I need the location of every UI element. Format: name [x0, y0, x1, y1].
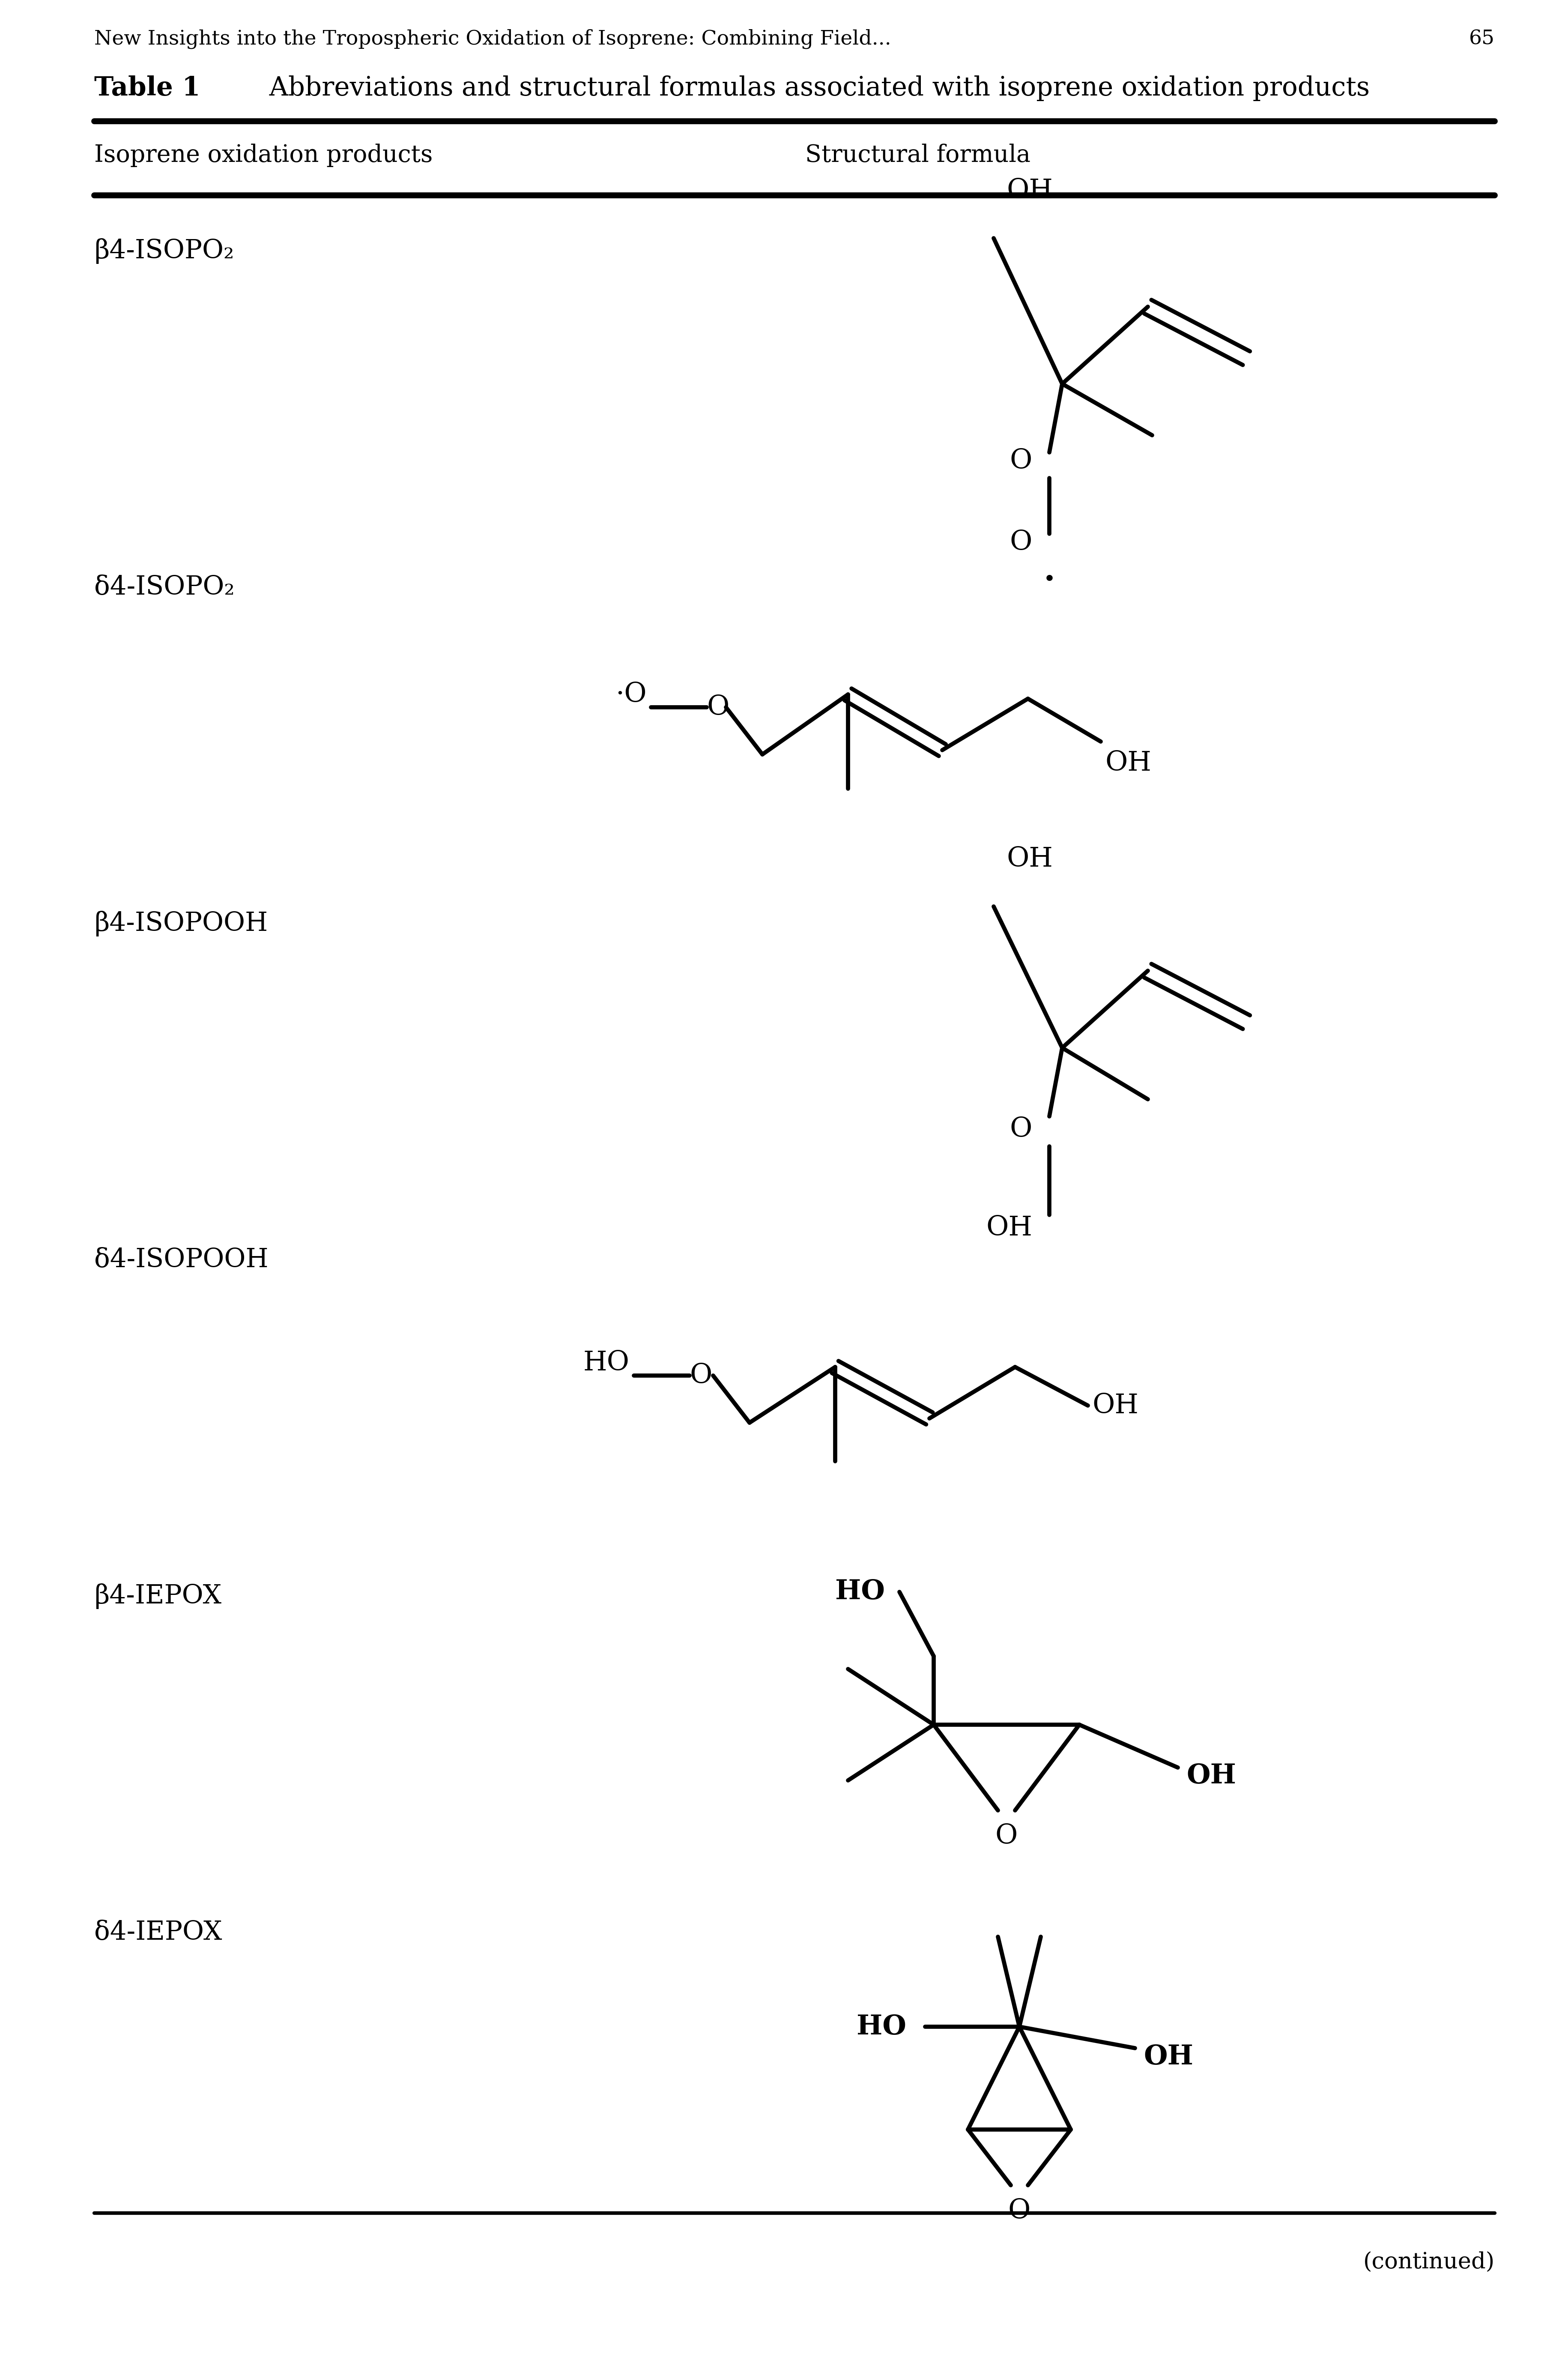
Text: Structural formula: Structural formula [806, 143, 1030, 166]
Text: δ4-IEPOX: δ4-IEPOX [94, 1919, 223, 1945]
Text: β4-IEPOX: β4-IEPOX [94, 1584, 221, 1610]
Text: OH: OH [1007, 847, 1052, 873]
Text: Table 1: Table 1 [94, 76, 201, 102]
Text: β4-ISOPO₂: β4-ISOPO₂ [94, 238, 234, 264]
Text: OH: OH [1007, 178, 1052, 205]
Text: HO: HO [583, 1351, 630, 1377]
Text: O: O [707, 694, 729, 721]
Text: δ4-ISOPOOH: δ4-ISOPOOH [94, 1246, 268, 1272]
Text: ·O: ·O [616, 682, 646, 709]
Text: (continued): (continued) [1363, 2252, 1494, 2273]
Text: β4-ISOPOOH: β4-ISOPOOH [94, 911, 268, 937]
Text: OH: OH [986, 1215, 1032, 1241]
Text: HO: HO [856, 2014, 906, 2040]
Text: O: O [996, 1824, 1018, 1850]
Text: δ4-ISOPO₂: δ4-ISOPO₂ [94, 575, 235, 599]
Text: O: O [1008, 2197, 1030, 2223]
Text: ·: · [1041, 559, 1057, 604]
Text: OH: OH [1143, 2043, 1193, 2069]
Text: Abbreviations and structural formulas associated with isoprene oxidation product: Abbreviations and structural formulas as… [252, 76, 1370, 102]
Text: O: O [1010, 447, 1032, 473]
Text: O: O [690, 1363, 712, 1389]
Text: HO: HO [836, 1579, 884, 1605]
Text: Isoprene oxidation products: Isoprene oxidation products [94, 143, 433, 166]
Text: O: O [1010, 1115, 1032, 1141]
Text: OH: OH [1105, 749, 1151, 775]
Text: O: O [1010, 530, 1032, 556]
Text: New Insights into the Tropospheric Oxidation of Isoprene: Combining Field...: New Insights into the Tropospheric Oxida… [94, 29, 891, 50]
Text: 65: 65 [1469, 29, 1494, 48]
Text: OH: OH [1187, 1762, 1236, 1788]
Text: OH: OH [1093, 1394, 1138, 1420]
